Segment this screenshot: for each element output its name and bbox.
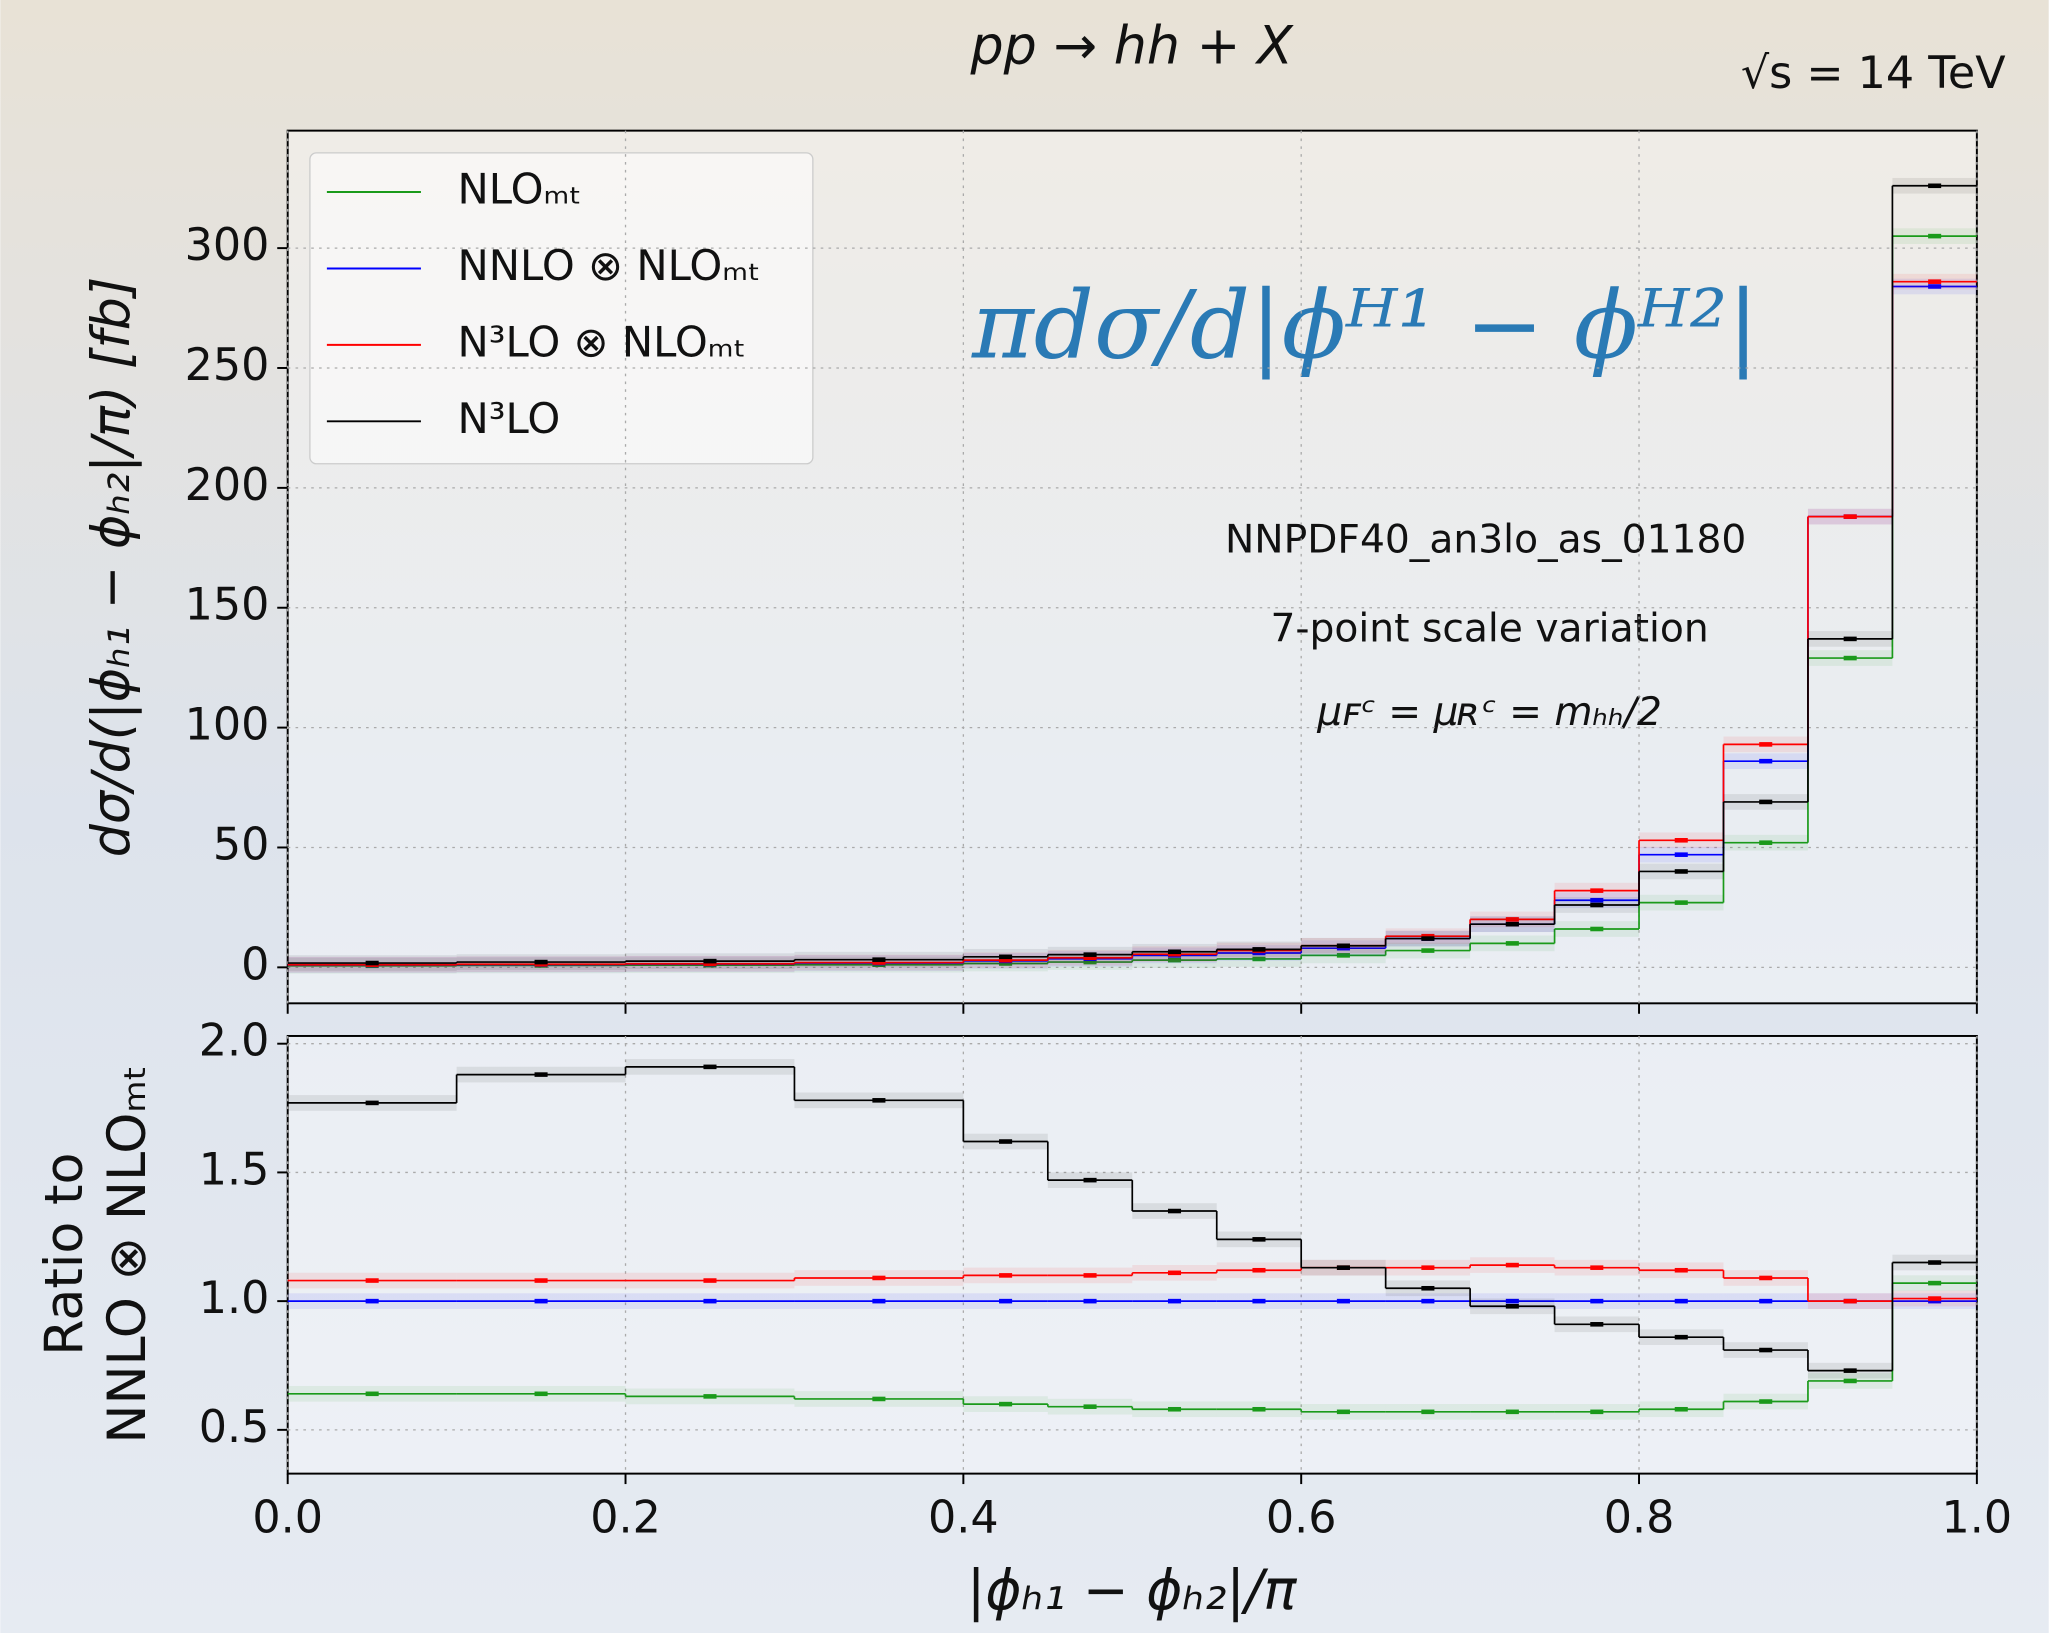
y-tick-label: 250 bbox=[185, 340, 270, 391]
x-tick-label: 0.4 bbox=[928, 1493, 999, 1544]
ratio-plot-area bbox=[286, 1034, 1978, 1475]
pdf-annotation: NNPDF40_an3lo_as_01180 bbox=[1225, 518, 1746, 563]
y-tick-label: 2.0 bbox=[199, 1016, 270, 1067]
scale-annotation: 7-point scale variation bbox=[1270, 606, 1708, 651]
legend-label: N³LO bbox=[458, 394, 561, 443]
y-tick-label: 0.5 bbox=[199, 1402, 270, 1453]
x-axis-label: |ϕₕ₁ − ϕₕ₂|/π bbox=[967, 1558, 1297, 1623]
chart-title: pp → hh + X bbox=[969, 17, 1294, 77]
subtitle: √s = 14 TeV bbox=[1741, 48, 2006, 99]
y-tick-label: 1.0 bbox=[199, 1273, 270, 1324]
x-tick-label: 0.2 bbox=[590, 1493, 661, 1544]
legend-label: N³LO ⊗ NLOₘₜ bbox=[458, 317, 747, 366]
x-tick-label: 0.8 bbox=[1604, 1493, 1675, 1544]
observable-label: πdσ/d|ϕᴴ¹ − ϕᴴ²| bbox=[971, 272, 1759, 381]
x-tick-label: 0.6 bbox=[1266, 1493, 1337, 1544]
ratio-y-axis-label: NNLO ⊗ NLOₘₜ bbox=[98, 1065, 158, 1444]
ratio-y-axis-label: Ratio to bbox=[35, 1153, 95, 1356]
x-tick-label: 0.0 bbox=[252, 1493, 323, 1544]
y-tick-label: 300 bbox=[185, 220, 270, 271]
y-axis-label: dσ/d(|ϕₕ₁ − ϕₕ₂|/π) [fb] bbox=[82, 277, 142, 858]
y-tick-label: 1.5 bbox=[199, 1144, 270, 1195]
y-tick-label: 200 bbox=[185, 460, 270, 511]
y-tick-label: 150 bbox=[185, 580, 270, 631]
legend-label: NLOₘₜ bbox=[458, 165, 582, 214]
x-tick-label: 1.0 bbox=[1942, 1493, 2013, 1544]
scale-choice-annotation: μꜰᶜ = μʀᶜ = mₕₕ/2 bbox=[1316, 690, 1662, 735]
legend bbox=[309, 152, 814, 465]
y-tick-label: 0 bbox=[241, 939, 269, 990]
y-tick-label: 50 bbox=[213, 819, 270, 870]
legend-label: NNLO ⊗ NLOₘₜ bbox=[458, 241, 761, 290]
y-tick-label: 100 bbox=[185, 700, 270, 751]
